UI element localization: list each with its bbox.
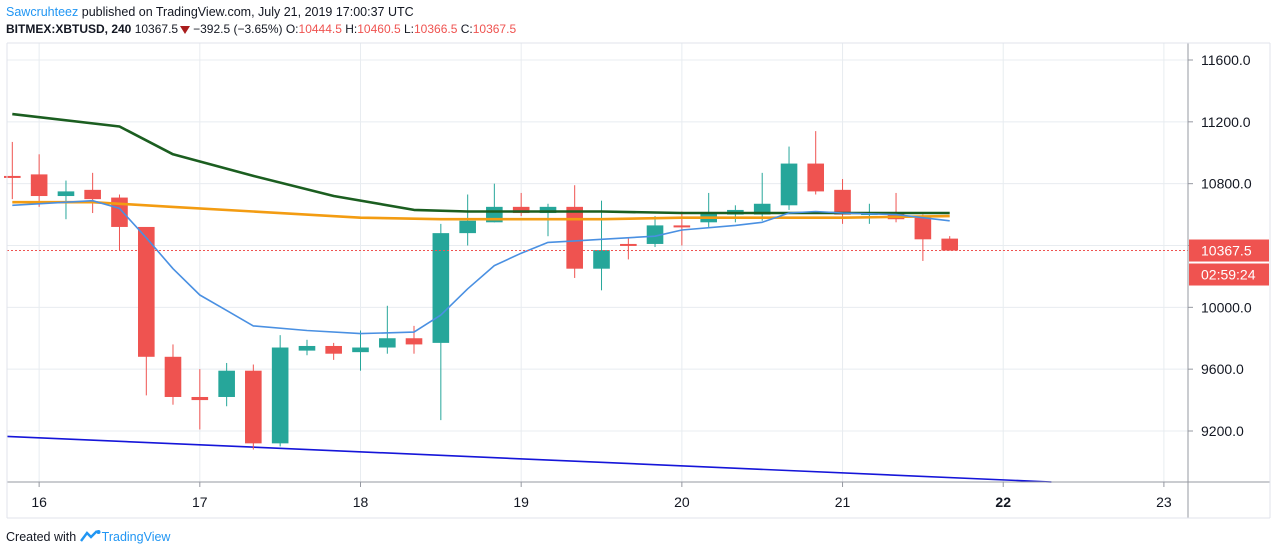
x-tick-label: 23: [1156, 494, 1172, 510]
candle-body: [4, 175, 21, 178]
countdown-label: 02:59:24: [1201, 267, 1256, 283]
candle-body: [138, 226, 155, 357]
moving-averages: [7, 112, 1188, 335]
x-tick-label: 18: [353, 494, 369, 510]
axes: 11600.011200.010800.010400.010000.09600.…: [31, 52, 1269, 510]
candle-body: [57, 191, 75, 197]
symbol-label[interactable]: BITMEX:XBTUSD, 240: [6, 22, 132, 36]
candle-body: [646, 225, 664, 244]
publish-info: Sawcruhteez published on TradingView.com…: [6, 4, 414, 21]
moving-average-line: [12, 112, 950, 215]
candle-body: [84, 189, 101, 200]
y-tick-label: 9200.0: [1201, 423, 1244, 439]
x-tick-label: 17: [192, 494, 208, 510]
open-label: O:: [285, 22, 299, 36]
candle-body: [566, 206, 583, 269]
high-label: H:: [345, 22, 358, 36]
x-tick-label: 21: [835, 494, 851, 510]
countdown-badge: [1189, 263, 1269, 286]
candle-body: [459, 220, 476, 234]
change-text: −392.5 (−3.65%): [193, 22, 283, 36]
close-value: 10367.5: [472, 22, 517, 36]
candle-body: [593, 250, 610, 269]
candle-body: [298, 345, 316, 351]
publish-text: published on TradingView.com, July 21, 2…: [81, 5, 414, 19]
candle-body: [191, 396, 209, 401]
tradingview-brand[interactable]: TradingView: [101, 530, 171, 544]
moving-average-line: [12, 199, 950, 335]
candle-body: [30, 174, 48, 197]
y-tick-label: 10000.0: [1201, 299, 1252, 315]
high-value: 10460.5: [357, 22, 401, 36]
x-tick-label: 22: [995, 494, 1011, 510]
trendline: [6, 435, 1052, 483]
last-price-badge: [1189, 239, 1269, 262]
last-price-label: 10367.5: [1201, 243, 1252, 259]
y-tick-label: 10800.0: [1201, 176, 1252, 192]
candle-body: [245, 370, 262, 444]
candle-body: [432, 233, 450, 343]
x-tick-label: 19: [513, 494, 529, 510]
candle-body: [512, 206, 530, 214]
created-with-text: Created with: [6, 530, 77, 544]
candle-body: [111, 197, 128, 227]
tradingview-logo-icon: [79, 530, 101, 542]
candle-body: [218, 370, 235, 397]
footer: Created with TradingView: [6, 529, 170, 545]
y-tick-label: 9600.0: [1201, 361, 1244, 377]
trendlines: [6, 435, 1052, 483]
candle-body: [807, 163, 825, 192]
low-value: 10366.5: [414, 22, 458, 36]
candle-body: [164, 356, 182, 397]
chart-frame: [6, 42, 1271, 519]
candle-body: [405, 338, 423, 345]
candle-body: [620, 243, 637, 246]
candle-body: [271, 347, 289, 444]
candle-body: [753, 203, 771, 215]
candle-body: [379, 338, 396, 348]
candle-body: [914, 217, 932, 240]
candle-body: [780, 163, 798, 206]
down-arrow-icon: [180, 25, 191, 34]
author-link[interactable]: Sawcruhteez: [6, 5, 79, 19]
candles: [4, 131, 959, 450]
x-tick-label: 16: [31, 494, 47, 510]
low-label: L:: [403, 22, 414, 36]
candle-body: [325, 345, 342, 354]
candle-body: [673, 225, 691, 228]
symbol-info-row: BITMEX:XBTUSD, 240 10367.5 −392.5 (−3.65%…: [6, 21, 516, 38]
grid: [7, 43, 1188, 482]
x-tick-label: 20: [674, 494, 690, 510]
open-value: 10444.5: [298, 22, 342, 36]
candle-body: [834, 189, 851, 215]
close-label: C:: [460, 22, 473, 36]
candle-body: [941, 238, 959, 251]
y-tick-label: 11200.0: [1201, 114, 1251, 130]
candle-body: [539, 206, 557, 214]
y-tick-label: 11600.0: [1201, 52, 1251, 68]
last-price-text: 10367.5: [134, 22, 179, 36]
candle-body: [352, 347, 369, 353]
